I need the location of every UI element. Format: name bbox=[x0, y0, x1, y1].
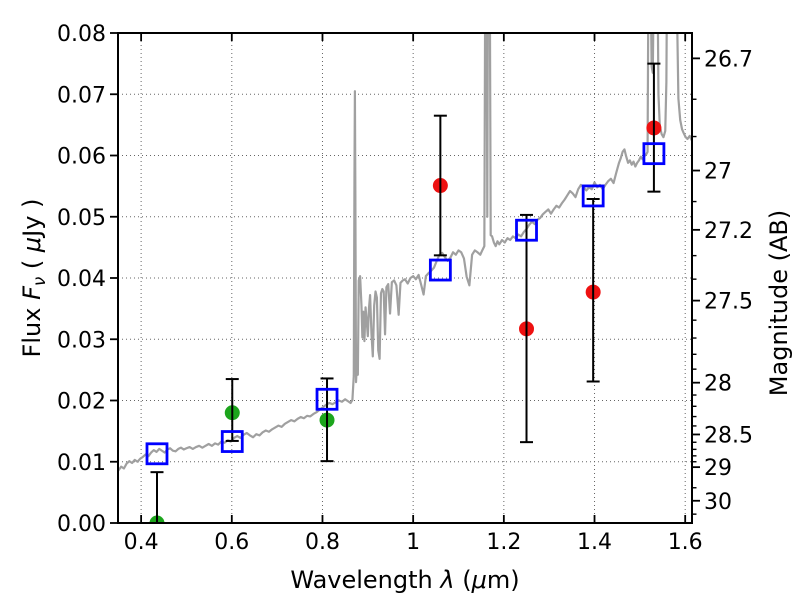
x-axis-title: Wavelength λ (μm) bbox=[290, 566, 519, 594]
model-photometry-points bbox=[145, 142, 666, 466]
mag-tick-label: 27.5 bbox=[704, 290, 753, 315]
mag-tick-label: 26.7 bbox=[704, 47, 753, 72]
model-point-square bbox=[315, 387, 339, 411]
flux-tick-label: 0.05 bbox=[57, 206, 106, 231]
model-point-square bbox=[145, 442, 169, 466]
flux-tick-label: 0.03 bbox=[57, 328, 106, 353]
flux-tick-label: 0.04 bbox=[57, 267, 106, 292]
model-point-square bbox=[220, 430, 244, 453]
mag-tick-label: 27.2 bbox=[704, 219, 753, 244]
mag-tick-label: 28.5 bbox=[704, 423, 753, 448]
mag-tick-label: 28 bbox=[704, 372, 732, 397]
model-point-square bbox=[515, 218, 538, 242]
mag-tick-label: 29 bbox=[704, 456, 732, 481]
x-tick-label: 1.2 bbox=[486, 530, 521, 555]
flux-tick-label: 0.00 bbox=[57, 512, 106, 537]
error-bars bbox=[150, 62, 661, 523]
flux-tick-label: 0.06 bbox=[57, 145, 106, 170]
flux-tick-label: 0.02 bbox=[57, 390, 106, 415]
y-axis-title-right: Magnitude (AB) bbox=[765, 210, 793, 396]
data-layer bbox=[118, 33, 692, 523]
tick-labels: 0.4 0.6 0.8 1 1.2 1.4 1.6 0.00 0.01 0.02 0.03 0.04 0… bbox=[57, 22, 753, 555]
plot-frame bbox=[117, 32, 693, 524]
axis-titles: Wavelength λ (μm) Flux Fν ( μJy ) Magnitud… bbox=[18, 199, 793, 594]
model-spectrum-line bbox=[118, 33, 692, 472]
mag-tick-label: 30 bbox=[704, 490, 732, 515]
gridlines bbox=[118, 33, 692, 523]
observed-points bbox=[149, 120, 662, 523]
model-point-square bbox=[428, 258, 452, 282]
flux-tick-label: 0.01 bbox=[57, 451, 106, 476]
mag-tick-label: 27 bbox=[704, 160, 732, 185]
flux-tick-label: 0.08 bbox=[57, 22, 106, 47]
x-tick-label: 0.4 bbox=[124, 530, 159, 555]
flux-tick-label: 0.07 bbox=[57, 83, 106, 108]
axis-ticks bbox=[110, 32, 700, 524]
x-tick-label: 1.6 bbox=[668, 530, 703, 555]
y-axis-title-left: Flux Fν ( μJy ) bbox=[18, 199, 49, 358]
x-tick-label: 0.6 bbox=[214, 530, 249, 555]
x-tick-label: 0.8 bbox=[305, 530, 340, 555]
x-tick-label: 1 bbox=[406, 530, 420, 555]
model-point-square bbox=[642, 142, 666, 166]
model-point-square bbox=[581, 184, 605, 208]
x-tick-label: 1.4 bbox=[577, 530, 612, 555]
